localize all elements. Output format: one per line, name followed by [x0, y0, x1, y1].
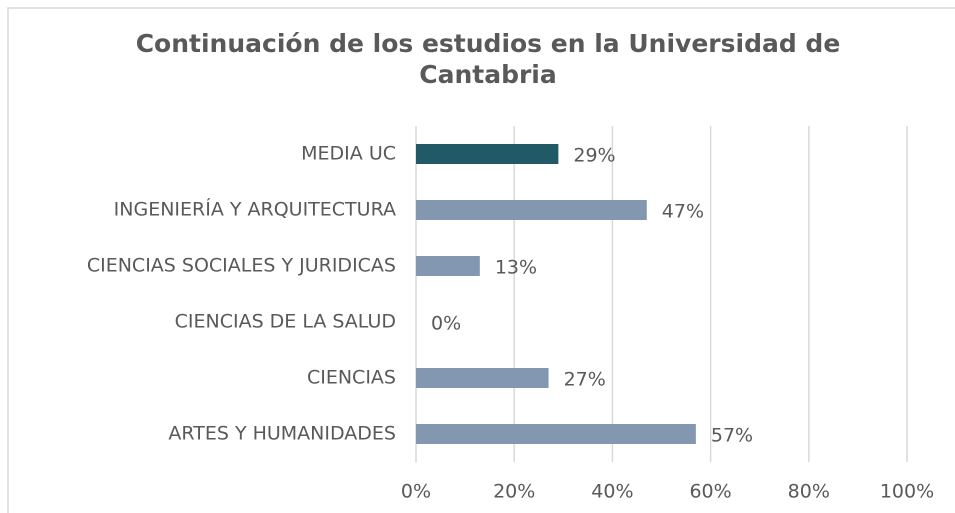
x-tick-label: 20%: [493, 481, 535, 503]
chart-title: Continuación de los estudios en la Unive…: [135, 29, 841, 89]
x-tick-label: 0%: [401, 481, 431, 503]
x-tick-label: 100%: [880, 481, 934, 503]
x-tick-label: 80%: [788, 481, 830, 503]
bar: [416, 144, 559, 164]
y-tick-label: ARTES Y HUMANIDADES: [168, 423, 396, 445]
chart-border: [7, 7, 955, 513]
data-label: 57%: [711, 425, 753, 447]
data-label: 29%: [573, 145, 615, 167]
data-label: 47%: [662, 201, 704, 223]
y-tick-label: CIENCIAS DE LA SALUD: [175, 311, 396, 333]
y-tick-label: INGENIERÍA Y ARQUITECTURA: [114, 198, 396, 221]
y-tick-label: CIENCIAS: [307, 367, 396, 389]
bar: [416, 424, 696, 444]
bar: [416, 368, 549, 388]
bar: [416, 256, 480, 276]
y-tick-label: MEDIA UC: [301, 143, 396, 165]
x-tick-label: 40%: [591, 481, 633, 503]
y-tick-label: CIENCIAS SOCIALES Y JURIDICAS: [87, 255, 396, 277]
data-label: 13%: [495, 257, 537, 279]
x-tick-label: 60%: [689, 481, 731, 503]
data-label: 27%: [564, 369, 606, 391]
data-label: 0%: [431, 313, 461, 335]
bar: [416, 200, 647, 220]
